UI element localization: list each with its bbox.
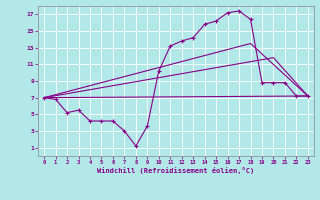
- X-axis label: Windchill (Refroidissement éolien,°C): Windchill (Refroidissement éolien,°C): [97, 167, 255, 174]
